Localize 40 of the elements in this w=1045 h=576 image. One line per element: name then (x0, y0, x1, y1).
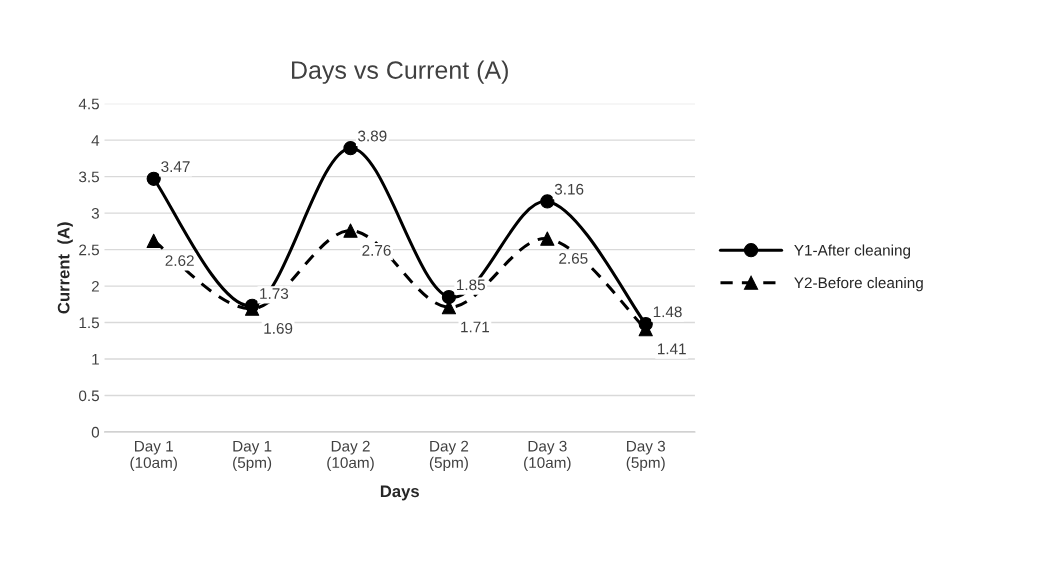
y-tick-label: 0 (91, 426, 100, 438)
y-tick-label: 3 (91, 207, 99, 219)
data-label: 1.69 (264, 323, 293, 334)
data-label: 2.65 (559, 252, 588, 264)
x-tick-label: Day 2 (5pm) (429, 440, 469, 472)
data-label: 1.73 (260, 288, 289, 299)
point (146, 171, 161, 186)
data-label: 1.85 (457, 279, 485, 291)
legend-label: Y2-Before cleaning (794, 277, 923, 292)
data-label: 1.48 (653, 306, 682, 318)
y-tick-label: 4 (91, 135, 100, 146)
x-tick-label: Day 1 (5pm) (233, 440, 272, 472)
point (343, 141, 358, 156)
y-tick-label: 1.5 (79, 317, 99, 329)
y-tick-label: 4.5 (78, 98, 99, 110)
x-tick-label: Day 3 (10am) (524, 440, 571, 472)
x-tick-label: Day 3 (5pm) (626, 440, 666, 472)
y-axis-title: Current (A) (57, 222, 73, 314)
data-label: 3.47 (161, 161, 190, 173)
x-axis-title: Days (380, 485, 419, 501)
point (441, 289, 457, 305)
data-label: 1.41 (658, 343, 686, 355)
point (343, 223, 358, 238)
data-label: 3.89 (358, 130, 387, 142)
legend-label: Y1-After cleaning (794, 244, 911, 259)
point (540, 194, 555, 209)
x-tick-label: Day 2 (10am) (327, 440, 374, 472)
y-tick-label: 0.5 (79, 390, 99, 402)
y-tick-label: 3.5 (78, 171, 99, 183)
y-tick-label: 2 (91, 280, 99, 292)
point (146, 233, 161, 248)
data-label: 1.71 (461, 321, 490, 333)
x-tick-label: Day 1 (10am) (130, 440, 177, 472)
y-tick-label: 1 (92, 354, 99, 365)
y-tick-label: 2.5 (79, 244, 99, 256)
data-label: 2.62 (165, 255, 194, 266)
data-label: 2.76 (362, 244, 391, 256)
chart-title: Days vs Current (A) (292, 60, 508, 84)
data-label: 3.16 (554, 183, 584, 195)
point (540, 231, 555, 246)
